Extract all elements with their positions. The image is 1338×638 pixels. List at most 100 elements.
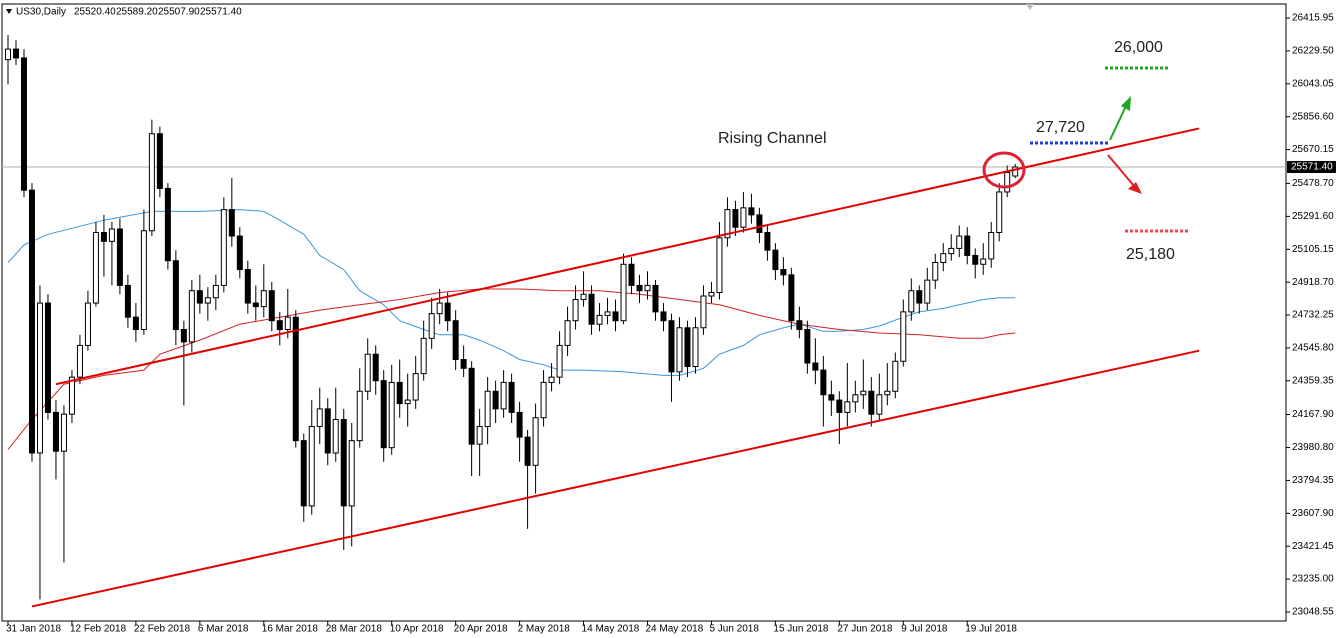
x-tick-label: 2 May 2018 bbox=[518, 624, 571, 635]
candle-body bbox=[476, 426, 483, 445]
candle-body bbox=[188, 290, 195, 343]
moving-average bbox=[7, 288, 1016, 450]
candle-body bbox=[252, 302, 259, 308]
candle-body bbox=[340, 418, 347, 507]
y-tick-label: 23421.45 bbox=[1292, 541, 1334, 552]
annotation-text: 26,000 bbox=[1114, 39, 1163, 56]
candle-body bbox=[52, 411, 59, 452]
candle-body bbox=[524, 436, 531, 466]
candle-body bbox=[948, 247, 955, 255]
arrow-head bbox=[1121, 96, 1131, 111]
candle-body bbox=[444, 302, 451, 322]
candle-body bbox=[556, 344, 563, 378]
x-tick-label: 16 Mar 2018 bbox=[262, 624, 319, 635]
candle-body bbox=[436, 302, 443, 315]
candle-body bbox=[676, 327, 683, 373]
candle-body bbox=[996, 191, 1003, 234]
candle-body bbox=[756, 214, 763, 234]
x-tick-label: 6 Mar 2018 bbox=[198, 624, 249, 635]
y-tick-label: 24732.25 bbox=[1292, 310, 1334, 321]
y-tick-label: 24545.80 bbox=[1292, 343, 1334, 354]
candle-body bbox=[68, 376, 75, 415]
candle-body bbox=[796, 320, 803, 331]
candle-body bbox=[132, 316, 139, 331]
candle-body bbox=[636, 284, 643, 292]
arrow-head bbox=[1128, 182, 1142, 194]
candle-body bbox=[196, 290, 203, 304]
y-tick-label: 25856.60 bbox=[1292, 111, 1334, 122]
y-tick-label: 25105.15 bbox=[1292, 244, 1334, 255]
candle-body bbox=[316, 408, 323, 428]
candle-body bbox=[116, 228, 123, 286]
x-tick-label: 20 Apr 2018 bbox=[454, 624, 508, 635]
candle-body bbox=[988, 232, 995, 260]
x-tick-label: 5 Jun 2018 bbox=[709, 624, 759, 635]
candle-body bbox=[620, 263, 627, 322]
candle-body bbox=[852, 394, 859, 403]
candle-body bbox=[1004, 172, 1011, 193]
y-tick-label: 24167.90 bbox=[1292, 409, 1334, 420]
candle-body bbox=[292, 316, 299, 442]
candle-body bbox=[980, 258, 987, 265]
symbol: US30,Daily bbox=[16, 7, 66, 18]
y-tick-label: 23980.80 bbox=[1292, 442, 1334, 453]
candle-body bbox=[284, 316, 291, 331]
candle-body bbox=[884, 390, 891, 396]
candle-body bbox=[388, 381, 395, 449]
candle-body bbox=[204, 297, 211, 304]
header-close: 25571.40 bbox=[200, 7, 242, 18]
candle-body bbox=[124, 284, 131, 318]
candle-body bbox=[916, 290, 923, 304]
candle-body bbox=[260, 290, 267, 308]
candle-body bbox=[12, 48, 19, 59]
candle-body bbox=[612, 311, 619, 322]
price-tag-label: 25571.40 bbox=[1291, 162, 1333, 173]
price-tag bbox=[1287, 161, 1336, 174]
candle-body bbox=[4, 48, 11, 61]
candle-body bbox=[20, 57, 27, 191]
candle-body bbox=[1012, 166, 1019, 177]
candle-body bbox=[844, 401, 851, 413]
candle-body bbox=[372, 353, 379, 382]
candle-body bbox=[892, 360, 899, 392]
candle-body bbox=[700, 295, 707, 329]
candle-body bbox=[708, 291, 715, 297]
annotation-text: Rising Channel bbox=[718, 130, 827, 147]
candle-body bbox=[900, 311, 907, 362]
x-tick-label: 22 Feb 2018 bbox=[134, 624, 191, 635]
candle-body bbox=[812, 362, 819, 371]
candle-body bbox=[876, 394, 883, 415]
candle-body bbox=[964, 235, 971, 256]
candle-body bbox=[660, 311, 667, 322]
candle-body bbox=[404, 399, 411, 405]
candle-body bbox=[724, 209, 731, 239]
candle-body bbox=[60, 413, 67, 452]
arrow bbox=[1107, 154, 1135, 187]
candle-body bbox=[276, 320, 283, 331]
candle-body bbox=[356, 390, 363, 442]
annotation-text: 27,720 bbox=[1036, 119, 1085, 136]
candle-body bbox=[220, 209, 227, 286]
candle-body bbox=[148, 133, 155, 232]
x-tick-label: 9 Jul 2018 bbox=[901, 624, 948, 635]
candle-body bbox=[940, 253, 947, 263]
candle-body bbox=[172, 260, 179, 331]
candle-body bbox=[36, 302, 43, 454]
menu-arrow[interactable] bbox=[6, 9, 12, 14]
candle-body bbox=[932, 261, 939, 281]
candle-body bbox=[628, 263, 635, 286]
candle-body bbox=[732, 209, 739, 228]
y-tick-label: 26043.05 bbox=[1292, 78, 1334, 89]
annotations: Rising Channel 26,000 27,720 25,180 bbox=[718, 39, 1188, 263]
candle-body bbox=[468, 367, 475, 445]
candle-body bbox=[484, 390, 491, 428]
y-tick-label: 24359.35 bbox=[1292, 375, 1334, 386]
candle-body bbox=[140, 230, 147, 331]
candle-body bbox=[92, 232, 99, 304]
header-high: 25589.20 bbox=[116, 7, 158, 18]
candle-body bbox=[212, 284, 219, 299]
y-tick-label: 23794.35 bbox=[1292, 475, 1334, 486]
